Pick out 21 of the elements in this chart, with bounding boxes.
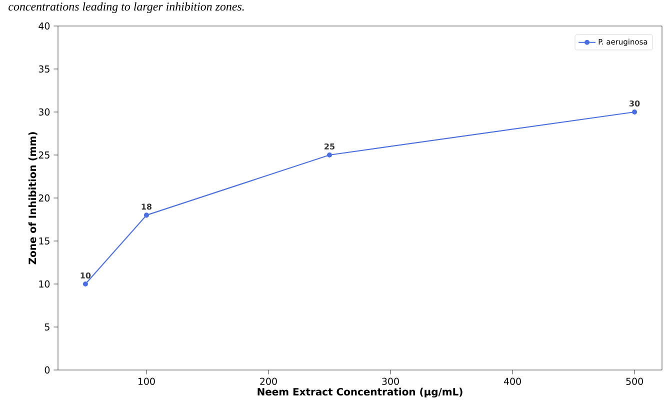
x-tick-label: 300 <box>382 378 399 385</box>
y-axis-title: Zone of Inhibition (mm) <box>28 132 38 264</box>
x-tick-label: 500 <box>626 378 643 385</box>
y-tick-label: 0 <box>44 366 50 374</box>
y-tick-label: 35 <box>38 65 50 73</box>
text: concentrations leading to larger inhibition zones. <box>8 2 244 14</box>
x-tick-label: 400 <box>504 378 521 385</box>
point <box>144 212 150 218</box>
x-tick-label: 100 <box>138 378 155 385</box>
y-tick-label: 25 <box>38 151 50 159</box>
y-tick-label: 5 <box>44 323 50 331</box>
y-tick-label: 30 <box>38 108 50 116</box>
y-tick-label: 40 <box>38 22 50 30</box>
x-tick-label: 200 <box>260 378 277 385</box>
y-tick-label: 15 <box>39 237 50 245</box>
point <box>82 281 88 287</box>
point <box>326 152 332 158</box>
point <box>632 109 638 115</box>
y-tick-label: 10 <box>39 280 50 288</box>
x-axis-title: Neem Extract Concentration (µg/mL) <box>258 388 462 398</box>
y-tick-label: 20 <box>38 194 50 202</box>
